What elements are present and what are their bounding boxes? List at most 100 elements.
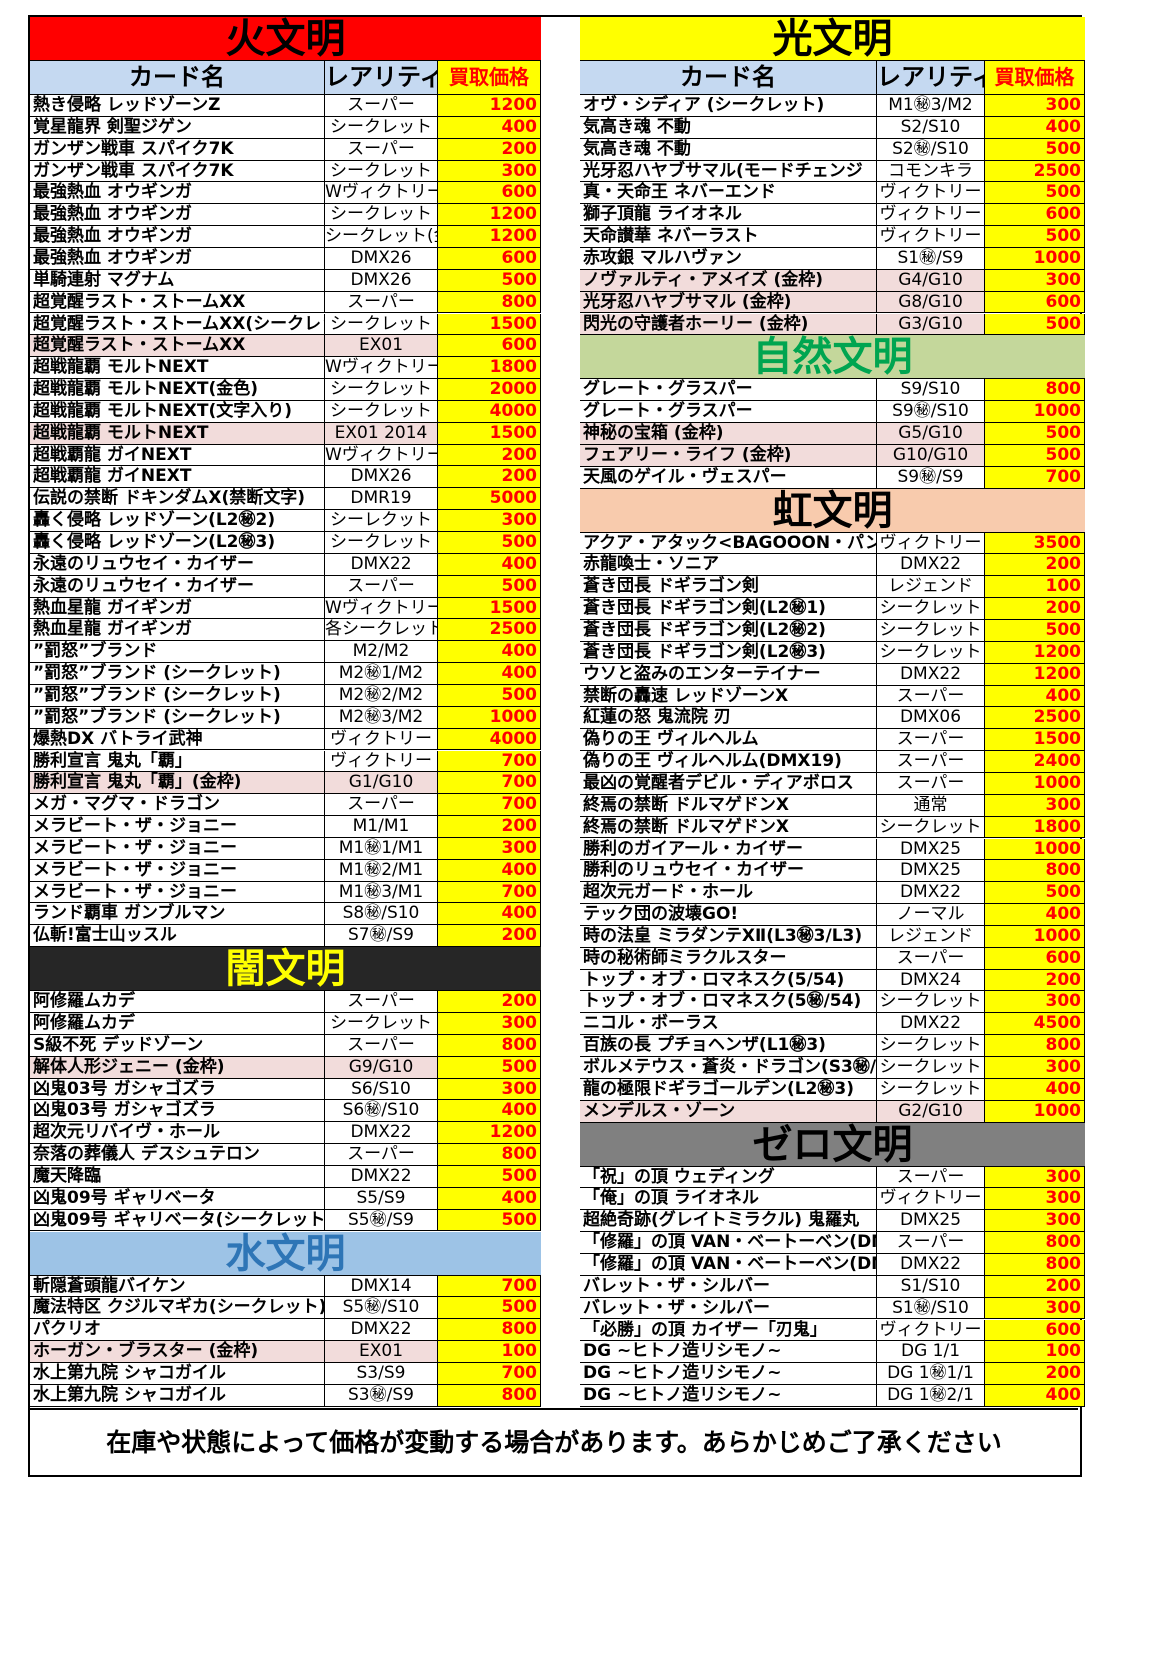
rarity: シークレット bbox=[325, 204, 438, 227]
section-title: 闇文明 bbox=[30, 947, 541, 992]
card-name: 凶鬼09号 ギャリベータ(シークレット) bbox=[30, 1209, 325, 1232]
card-name: DG ~ヒトノ造リシモノ~ bbox=[580, 1341, 877, 1364]
column-header: レアリティ bbox=[325, 61, 438, 95]
price: 5000 bbox=[438, 488, 541, 511]
card-name: 超戦龍覇 モルトNEXT bbox=[30, 357, 325, 380]
rarity: ヴィクトリー bbox=[325, 750, 438, 773]
card-name: 獅子頂龍 ライオネル bbox=[580, 204, 877, 227]
price: 300 bbox=[985, 1057, 1085, 1079]
price: 700 bbox=[438, 1275, 541, 1298]
rarity: DMX22 bbox=[325, 1319, 438, 1342]
price: 500 bbox=[985, 226, 1085, 248]
rarity: DMX22 bbox=[325, 553, 438, 576]
price: 400 bbox=[438, 1187, 541, 1210]
card-name: DG ~ヒトノ造リシモノ~ bbox=[580, 1385, 877, 1407]
price: 2400 bbox=[985, 751, 1085, 773]
price: 1500 bbox=[438, 422, 541, 445]
price: 500 bbox=[438, 1297, 541, 1320]
rarity: シークレット bbox=[877, 1057, 985, 1079]
price: 600 bbox=[985, 291, 1085, 314]
rarity: スーパー bbox=[877, 685, 985, 708]
rarity: スーパー bbox=[325, 138, 438, 161]
price: 300 bbox=[985, 269, 1085, 292]
card-name: 魔法特区 クジルマギカ(シークレット) bbox=[30, 1297, 325, 1320]
rarity: DG 1㊙1/1 bbox=[877, 1363, 985, 1386]
rarity: 通常 bbox=[877, 794, 985, 817]
rarity: スーパー bbox=[325, 95, 438, 117]
price: 200 bbox=[438, 444, 541, 467]
price: 400 bbox=[438, 859, 541, 882]
price: 500 bbox=[985, 444, 1085, 467]
card-name: 光牙忍ハヤブサマル (金枠) bbox=[580, 291, 877, 314]
price: 500 bbox=[438, 1056, 541, 1079]
card-name: 「修羅」の頂 VAN・ベートーベン(DMX22黒枠) bbox=[580, 1253, 877, 1276]
price: 700 bbox=[438, 772, 541, 795]
rarity: シークレット bbox=[877, 991, 985, 1014]
card-name: 凶鬼09号 ギャリベータ bbox=[30, 1187, 325, 1210]
card-name: 天風のゲイル・ヴェスパー bbox=[580, 466, 877, 489]
price: 1200 bbox=[438, 95, 541, 117]
rarity: スーパー bbox=[877, 729, 985, 752]
card-name: 勝利宣言 鬼丸「覇」 bbox=[30, 750, 325, 773]
card-name: バレット・ザ・シルバー bbox=[580, 1275, 877, 1298]
price: 3500 bbox=[985, 532, 1085, 555]
rarity: シークレット bbox=[325, 313, 438, 336]
price: 800 bbox=[985, 1253, 1085, 1276]
price: 1000 bbox=[438, 706, 541, 729]
section-title: 火文明 bbox=[30, 17, 541, 61]
card-name: 勝利のリュウセイ・カイザー bbox=[580, 860, 877, 883]
rarity: シークレット bbox=[877, 641, 985, 664]
rarity: M1㊙1/M1 bbox=[325, 837, 438, 860]
card-name: 禁断の轟速 レッドゾーンX bbox=[580, 685, 877, 708]
rarity: DMX06 bbox=[877, 707, 985, 730]
card-name: 水上第九院 シャコガイル bbox=[30, 1362, 325, 1385]
price: 100 bbox=[985, 1341, 1085, 1364]
column-header: カード名 bbox=[580, 61, 877, 95]
rarity: DMX22 bbox=[325, 1122, 438, 1145]
price: 800 bbox=[985, 860, 1085, 883]
rarity: シークレット bbox=[877, 598, 985, 620]
price: 200 bbox=[985, 598, 1085, 620]
card-name: ボルメテウス・蒼炎・ドラゴン(S3㊙/S5) bbox=[580, 1057, 877, 1079]
price: 500 bbox=[985, 138, 1085, 161]
price: 800 bbox=[438, 1144, 541, 1166]
rarity: シークレット bbox=[325, 1013, 438, 1035]
price: 1200 bbox=[438, 226, 541, 248]
price: 400 bbox=[438, 1100, 541, 1123]
card-name: 最強熱血 オウギンガ bbox=[30, 226, 325, 248]
price: 300 bbox=[985, 794, 1085, 817]
rarity: DG 1/1 bbox=[877, 1341, 985, 1364]
rarity: シークレット bbox=[325, 160, 438, 183]
rarity: スーパー bbox=[325, 291, 438, 314]
card-name: 時の秘術師ミラクルスター bbox=[580, 947, 877, 970]
card-name: 解体人形ジェニー (金枠) bbox=[30, 1056, 325, 1079]
price: 1000 bbox=[985, 247, 1085, 270]
rarity: 各シークレット bbox=[325, 619, 438, 642]
price: 1800 bbox=[438, 357, 541, 380]
card-name: グレート・グラスパー bbox=[580, 379, 877, 402]
rarity: S2/S10 bbox=[877, 116, 985, 139]
price: 200 bbox=[438, 466, 541, 489]
rarity: G2/G10 bbox=[877, 1100, 985, 1123]
card-name: 超戦覇龍 ガイNEXT bbox=[30, 466, 325, 489]
rarity: シークレット bbox=[877, 1035, 985, 1057]
card-name: 赤龍喚士・ソニア bbox=[580, 554, 877, 577]
price: 2500 bbox=[985, 160, 1085, 183]
rarity: シークレット(金) bbox=[325, 226, 438, 248]
card-name: 赤攻銀 マルハヴァン bbox=[580, 247, 877, 270]
card-name: 最強熱血 オウギンガ bbox=[30, 247, 325, 270]
rarity: シーレクット bbox=[325, 510, 438, 532]
price: 200 bbox=[985, 969, 1085, 992]
rarity: S1㊙/S10 bbox=[877, 1297, 985, 1320]
price: 100 bbox=[985, 576, 1085, 599]
price: 300 bbox=[985, 95, 1085, 117]
price: 700 bbox=[438, 750, 541, 773]
price: 200 bbox=[438, 925, 541, 948]
card-name: 蒼き団長 ドギラゴン剣 bbox=[580, 576, 877, 599]
rarity: EX01 bbox=[325, 1341, 438, 1363]
price: 800 bbox=[985, 1035, 1085, 1057]
price: 200 bbox=[985, 554, 1085, 577]
rarity: シークレット bbox=[877, 620, 985, 642]
rarity: ヴィクトリー bbox=[877, 1188, 985, 1211]
